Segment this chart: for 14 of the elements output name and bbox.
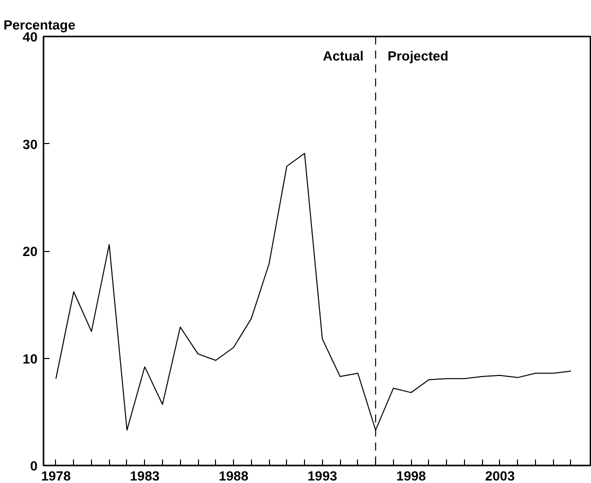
- x-tick-label: 2003: [485, 468, 515, 483]
- y-axis-title: Percentage: [4, 18, 76, 32]
- x-tick-label: 1993: [308, 468, 338, 483]
- y-tick-label: 10: [22, 351, 38, 366]
- annotation: Projected: [388, 48, 448, 64]
- x-tick-label: 1983: [130, 468, 160, 483]
- x-tick-label: 1988: [218, 468, 248, 483]
- y-tick-label: 40: [22, 30, 38, 44]
- y-tick-label: 20: [22, 244, 38, 259]
- y-tick-label: 0: [30, 458, 38, 474]
- annotation: Actual: [322, 48, 364, 64]
- x-tick-label: 1998: [396, 468, 426, 483]
- x-tick-label: 1978: [41, 468, 71, 483]
- y-tick-label: 30: [22, 136, 38, 152]
